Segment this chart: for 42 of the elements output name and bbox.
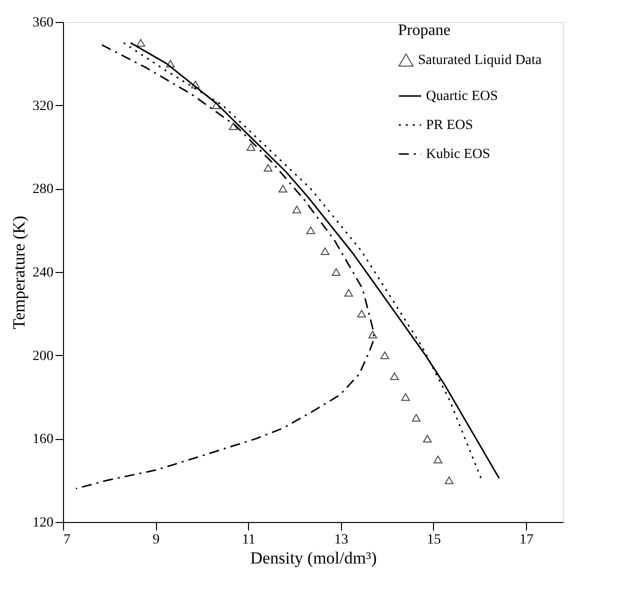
legend-label: Quartic EOS xyxy=(426,89,498,104)
x-tick-label: 9 xyxy=(152,532,160,548)
point xyxy=(344,288,354,297)
point xyxy=(191,80,200,88)
point xyxy=(306,226,316,234)
point xyxy=(246,143,256,151)
legend-label: Kubic EOS xyxy=(426,147,490,162)
legend-title: Propane xyxy=(398,22,450,39)
y-axis-title: Temperature (K) xyxy=(10,216,28,330)
x-tick-label: 7 xyxy=(64,532,70,548)
point xyxy=(434,456,442,464)
y-tick-label: 360 xyxy=(32,16,54,30)
point xyxy=(401,393,410,401)
point xyxy=(380,351,390,360)
point xyxy=(332,268,341,276)
y-tick-label: 160 xyxy=(32,432,54,448)
point xyxy=(212,101,221,110)
y-tick-label: 120 xyxy=(32,516,54,530)
y-tick-label: 320 xyxy=(32,98,54,114)
point xyxy=(228,122,238,130)
y-tick-label: 240 xyxy=(32,266,54,280)
point xyxy=(278,184,288,193)
point xyxy=(422,434,432,443)
x-tick-label: 15 xyxy=(426,532,441,548)
x-axis-title: Density (mol/dm³) xyxy=(250,548,377,568)
y-tick-label: 200 xyxy=(32,348,54,364)
y-tick-label: 280 xyxy=(32,182,54,198)
point xyxy=(136,38,146,47)
point xyxy=(412,414,421,422)
x-tick-label: 13 xyxy=(334,532,348,548)
legend-label: PR EOS xyxy=(426,118,474,133)
point xyxy=(390,372,399,380)
point xyxy=(357,310,366,318)
point xyxy=(264,164,272,172)
x-tick-label: 11 xyxy=(242,532,256,548)
legend-label: Saturated Liquid Data xyxy=(418,53,542,68)
point xyxy=(320,247,330,256)
point xyxy=(444,476,454,484)
point xyxy=(292,206,302,214)
x-tick-label: 17 xyxy=(519,532,534,548)
point xyxy=(368,330,378,338)
point xyxy=(166,60,175,68)
